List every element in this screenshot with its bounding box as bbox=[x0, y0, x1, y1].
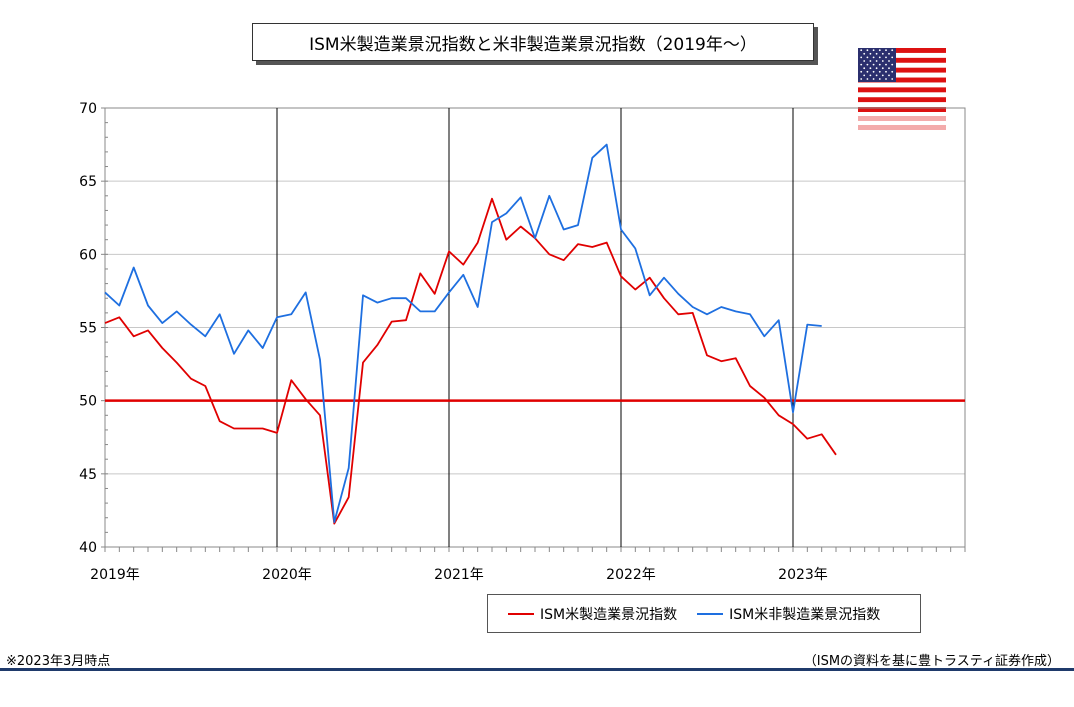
y-tick-label: 45 bbox=[79, 467, 97, 483]
legend-swatch-manufacturing bbox=[508, 612, 534, 615]
y-tick-label: 55 bbox=[79, 321, 97, 337]
chart-legend: ISM米製造業景況指数 ISM米非製造業景況指数 bbox=[487, 594, 921, 633]
y-tick-label: 40 bbox=[79, 540, 97, 556]
chart-title: ISM米製造業景況指数と米非製造業景況指数（2019年～） bbox=[252, 23, 814, 61]
legend-label-manufacturing: ISM米製造業景況指数 bbox=[540, 606, 678, 623]
us-flag-icon bbox=[858, 48, 946, 112]
series-line-0 bbox=[104, 197, 837, 525]
series-line-1 bbox=[104, 143, 822, 523]
y-tick-label: 70 bbox=[79, 101, 97, 117]
footer-source: （ISMの資料を基に豊トラスティ証券作成） bbox=[803, 654, 1060, 669]
legend-label-nonmanufacturing: ISM米非製造業景況指数 bbox=[729, 606, 881, 623]
footer-note: ※2023年3月時点 bbox=[6, 654, 111, 669]
y-tick-label: 60 bbox=[79, 247, 97, 263]
footer-divider bbox=[0, 668, 1074, 671]
legend-item-nonmanufacturing: ISM米非製造業景況指数 bbox=[697, 604, 880, 624]
legend-item-manufacturing: ISM米製造業景況指数 bbox=[508, 604, 677, 624]
x-tick-label: 2019年 bbox=[90, 567, 140, 583]
x-tick-label: 2020年 bbox=[262, 567, 312, 583]
y-tick-label: 65 bbox=[79, 174, 97, 190]
legend-swatch-nonmanufacturing bbox=[697, 612, 724, 615]
y-tick-label: 50 bbox=[79, 394, 97, 410]
x-tick-label: 2022年 bbox=[606, 567, 656, 583]
x-tick-label: 2023年 bbox=[778, 567, 828, 583]
x-tick-label: 2021年 bbox=[434, 567, 484, 583]
us-flag-reflection-icon bbox=[858, 112, 946, 130]
